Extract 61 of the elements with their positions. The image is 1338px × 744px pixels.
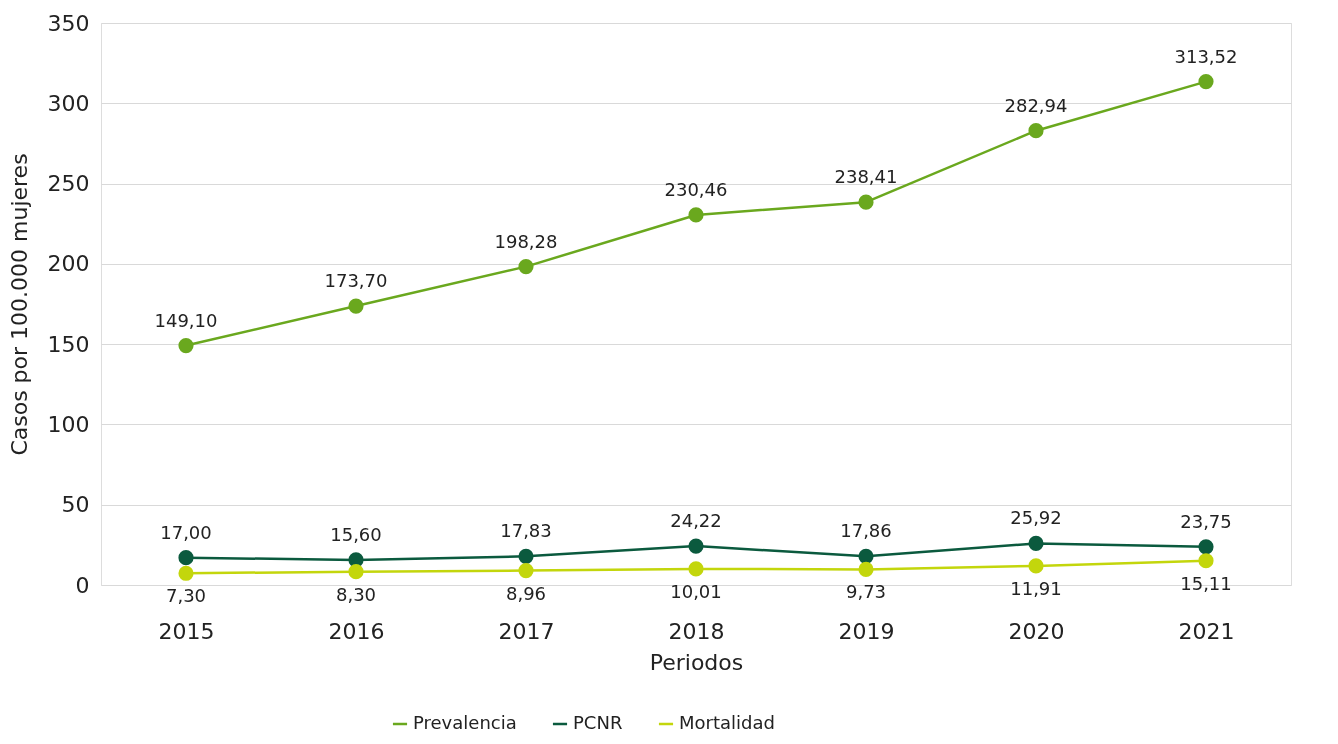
point [518,563,534,579]
data-label: 10,01 [670,580,722,602]
y-tick-label: 150 [47,331,90,357]
data-label: 23,75 [1180,510,1232,532]
x-tick-label: 2020 [1008,618,1065,644]
point [348,298,364,314]
point [1198,553,1214,569]
x-tick-label: 2017 [498,618,555,644]
point [688,561,704,577]
data-label: 15,60 [330,523,382,545]
data-label: 8,96 [505,582,547,604]
point [1198,74,1214,90]
point [1028,123,1044,139]
point [858,548,874,564]
point [178,338,194,354]
data-label: 7,30 [165,585,207,607]
legend-label: Prevalencia [413,712,517,733]
y-tick-label: 350 [47,10,90,36]
data-label: 17,86 [840,520,892,542]
point [688,207,704,223]
point [858,194,874,210]
y-tick-label: 300 [47,90,90,116]
data-label: 17,00 [160,521,212,543]
x-tick-label: 2016 [328,618,385,644]
data-label: 25,92 [1010,507,1062,529]
point [518,548,534,564]
data-label: 24,22 [670,510,722,532]
x-tick-label: 2019 [838,618,895,644]
legend-label: Mortalidad [679,712,775,733]
data-label: 9,73 [845,581,887,603]
point [1028,535,1044,551]
x-axis-title: Periodos [649,649,744,675]
data-label: 313,52 [1174,45,1238,67]
data-label: 238,41 [834,166,898,188]
legend-label: PCNR [573,712,623,733]
data-label: 282,94 [1004,94,1068,116]
point [178,565,194,581]
x-tick-label: 2021 [1178,618,1235,644]
data-label: 15,11 [1180,572,1232,594]
point [1028,558,1044,574]
point [858,561,874,577]
data-label: 230,46 [664,178,728,200]
y-tick-label: 0 [75,572,90,598]
point [518,259,534,275]
point [688,538,704,554]
x-tick-label: 2015 [158,618,215,644]
x-tick-label: 2018 [668,618,725,644]
data-label: 173,70 [324,270,388,292]
data-label: 11,91 [1010,577,1062,599]
y-axis-title: Casos por 100.000 mujeres [6,153,32,456]
point [1198,539,1214,555]
y-tick-label: 200 [47,251,90,277]
data-label: 149,10 [154,309,218,331]
data-label: 17,83 [500,520,552,542]
point [178,550,194,566]
y-tick-label: 250 [47,171,90,197]
data-label: 198,28 [494,230,558,252]
y-tick-label: 100 [47,411,90,437]
data-label: 8,30 [335,583,377,605]
point [348,564,364,580]
y-tick-label: 50 [61,492,90,518]
